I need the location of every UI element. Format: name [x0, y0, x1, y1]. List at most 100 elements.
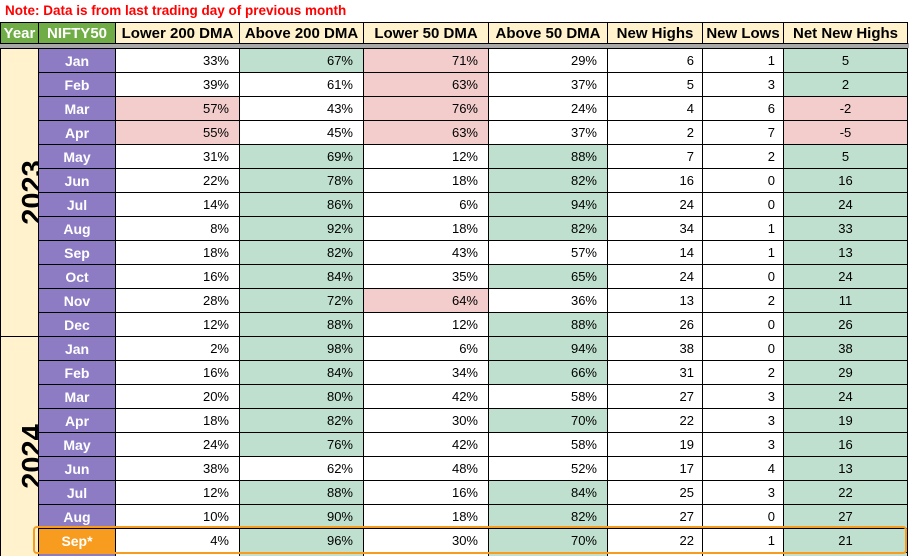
- cell-lower-200-dma[interactable]: 14%: [115, 192, 240, 217]
- cell-new-highs[interactable]: 2: [607, 120, 703, 145]
- cell-lower-200-dma[interactable]: 12%: [115, 312, 240, 337]
- month-cell[interactable]: May: [38, 144, 116, 169]
- cell-new-lows[interactable]: 3: [702, 432, 784, 457]
- month-cell[interactable]: Dec: [38, 312, 116, 337]
- cell-above-200-dma[interactable]: 88%: [239, 480, 364, 505]
- cell-new-lows[interactable]: 2: [702, 288, 784, 313]
- cell-new-highs[interactable]: 22: [607, 528, 703, 553]
- cell-lower-50-dma[interactable]: 48%: [363, 456, 489, 481]
- cell-net-new-highs[interactable]: -2: [783, 96, 908, 121]
- cell-net-new-highs[interactable]: 5: [783, 48, 908, 73]
- month-cell[interactable]: Aug: [38, 216, 116, 241]
- cell-new-lows[interactable]: 2: [702, 144, 784, 169]
- column-header-lower-50-dma[interactable]: Lower 50 DMA: [363, 22, 489, 44]
- cell-lower-50-dma[interactable]: 35%: [363, 264, 489, 289]
- cell-net-new-highs[interactable]: 2: [783, 72, 908, 97]
- cell-lower-50-dma[interactable]: 64%: [363, 288, 489, 313]
- cell-above-50-dma[interactable]: 37%: [488, 72, 608, 97]
- cell-new-highs[interactable]: [607, 552, 703, 556]
- cell-new-highs[interactable]: 24: [607, 264, 703, 289]
- cell-new-lows[interactable]: 0: [702, 168, 784, 193]
- cell-net-new-highs[interactable]: 21: [783, 528, 908, 553]
- cell-lower-50-dma[interactable]: 6%: [363, 336, 489, 361]
- cell-new-lows[interactable]: 0: [702, 336, 784, 361]
- cell-above-50-dma[interactable]: 36%: [488, 288, 608, 313]
- cell-above-50-dma[interactable]: 66%: [488, 360, 608, 385]
- cell-lower-200-dma[interactable]: 31%: [115, 144, 240, 169]
- cell-lower-200-dma[interactable]: 16%: [115, 360, 240, 385]
- cell-above-200-dma[interactable]: 90%: [239, 504, 364, 529]
- month-cell[interactable]: Mar: [38, 96, 116, 121]
- month-cell[interactable]: Nov: [38, 288, 116, 313]
- cell-new-highs[interactable]: 13: [607, 288, 703, 313]
- cell-lower-200-dma[interactable]: 39%: [115, 72, 240, 97]
- cell-new-lows[interactable]: 1: [702, 528, 784, 553]
- cell-above-50-dma[interactable]: 94%: [488, 336, 608, 361]
- cell-lower-50-dma[interactable]: 18%: [363, 168, 489, 193]
- column-header-above-200-dma[interactable]: Above 200 DMA: [239, 22, 364, 44]
- cell-net-new-highs[interactable]: 22: [783, 480, 908, 505]
- cell-above-200-dma[interactable]: 62%: [239, 456, 364, 481]
- month-cell[interactable]: Aug: [38, 504, 116, 529]
- cell-new-lows[interactable]: 0: [702, 192, 784, 217]
- cell-lower-200-dma[interactable]: 28%: [115, 288, 240, 313]
- cell-new-lows[interactable]: 0: [702, 264, 784, 289]
- cell-lower-200-dma[interactable]: 2%: [115, 336, 240, 361]
- cell-new-highs[interactable]: 22: [607, 408, 703, 433]
- cell-lower-50-dma[interactable]: 43%: [363, 240, 489, 265]
- cell-net-new-highs[interactable]: -5: [783, 120, 908, 145]
- cell-lower-50-dma[interactable]: 16%: [363, 480, 489, 505]
- cell-lower-200-dma[interactable]: 8%: [115, 216, 240, 241]
- cell-new-highs[interactable]: 19: [607, 432, 703, 457]
- cell-new-lows[interactable]: 2: [702, 360, 784, 385]
- cell-net-new-highs[interactable]: 11: [783, 288, 908, 313]
- cell-lower-50-dma[interactable]: 71%: [363, 48, 489, 73]
- cell-net-new-highs[interactable]: 19: [783, 408, 908, 433]
- cell-above-50-dma[interactable]: 82%: [488, 504, 608, 529]
- cell-new-lows[interactable]: 3: [702, 72, 784, 97]
- cell-net-new-highs[interactable]: 26: [783, 312, 908, 337]
- cell-lower-200-dma[interactable]: 24%: [115, 432, 240, 457]
- cell-new-lows[interactable]: 3: [702, 480, 784, 505]
- cell-new-highs[interactable]: 6: [607, 48, 703, 73]
- month-cell[interactable]: May: [38, 432, 116, 457]
- month-cell[interactable]: Feb: [38, 72, 116, 97]
- cell-lower-200-dma[interactable]: 38%: [115, 456, 240, 481]
- month-cell[interactable]: Sep*: [38, 528, 116, 553]
- column-header-nifty50[interactable]: NIFTY50: [38, 22, 116, 44]
- cell-above-200-dma[interactable]: 84%: [239, 360, 364, 385]
- column-header-year[interactable]: Year: [0, 22, 39, 44]
- cell-lower-50-dma[interactable]: 63%: [363, 120, 489, 145]
- cell-new-highs[interactable]: 5: [607, 72, 703, 97]
- cell-lower-200-dma[interactable]: 57%: [115, 96, 240, 121]
- cell-lower-50-dma[interactable]: 18%: [363, 216, 489, 241]
- cell-lower-200-dma[interactable]: 20%: [115, 384, 240, 409]
- month-cell[interactable]: [38, 552, 116, 556]
- cell-new-lows[interactable]: 6: [702, 96, 784, 121]
- cell-new-highs[interactable]: 17: [607, 456, 703, 481]
- cell-new-highs[interactable]: 34: [607, 216, 703, 241]
- month-cell[interactable]: Apr: [38, 408, 116, 433]
- cell-new-highs[interactable]: 25: [607, 480, 703, 505]
- cell-new-lows[interactable]: 4: [702, 456, 784, 481]
- cell-lower-200-dma[interactable]: 4%: [115, 528, 240, 553]
- cell-new-lows[interactable]: 7: [702, 120, 784, 145]
- column-header-above-50-dma[interactable]: Above 50 DMA: [488, 22, 608, 44]
- cell-above-200-dma[interactable]: 61%: [239, 72, 364, 97]
- cell-above-50-dma[interactable]: 24%: [488, 96, 608, 121]
- month-cell[interactable]: Jun: [38, 456, 116, 481]
- cell-above-200-dma[interactable]: 98%: [239, 336, 364, 361]
- cell-lower-50-dma[interactable]: 12%: [363, 144, 489, 169]
- cell-new-highs[interactable]: 27: [607, 384, 703, 409]
- cell-lower-50-dma[interactable]: 30%: [363, 408, 489, 433]
- cell-above-50-dma[interactable]: 70%: [488, 528, 608, 553]
- column-header-lower-200-dma[interactable]: Lower 200 DMA: [115, 22, 240, 44]
- cell-above-50-dma[interactable]: 84%: [488, 480, 608, 505]
- cell-lower-200-dma[interactable]: 16%: [115, 264, 240, 289]
- cell-above-200-dma[interactable]: 82%: [239, 408, 364, 433]
- cell-net-new-highs[interactable]: 33: [783, 216, 908, 241]
- month-cell[interactable]: Feb: [38, 360, 116, 385]
- cell-new-lows[interactable]: [702, 552, 784, 556]
- cell-new-highs[interactable]: 26: [607, 312, 703, 337]
- cell-above-200-dma[interactable]: 45%: [239, 120, 364, 145]
